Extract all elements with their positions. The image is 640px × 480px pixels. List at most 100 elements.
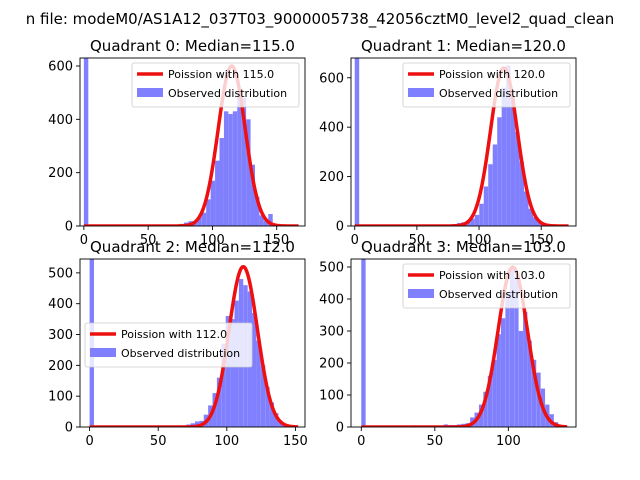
quadrant-1-y-tick-label: 400 — [319, 121, 344, 136]
quadrant-0-axes-frame — [79, 57, 306, 227]
charts-group: 0 50 100 150 0 200 400 600 Quadrant 0: Median=11… — [48, 37, 577, 449]
quadrant-1-histogram-bar — [470, 218, 475, 226]
quadrant-1-histogram-bar — [501, 87, 507, 226]
quadrant-1-histogram-bar — [354, 58, 360, 226]
quadrant-3-histogram-bar — [523, 311, 528, 427]
quadrant-2-histogram-bar — [221, 343, 226, 427]
quadrant-0-x-tick-label: 50 — [140, 233, 157, 248]
quadrant-0-histogram-bar — [228, 114, 233, 226]
quadrant-3-histogram-bar — [531, 359, 537, 427]
quadrant-3-histogram-bar — [536, 372, 541, 427]
quadrant-2-histogram-bar — [273, 413, 279, 427]
quadrant-1-y-tick-label: 0 — [336, 220, 344, 235]
quadrant-0-plot-area — [82, 58, 300, 226]
quadrant-3-legend-label-poisson: Poission with 103.0 — [439, 269, 545, 282]
quadrant-3-legend-bar-swatch — [408, 289, 434, 298]
quadrant-3-histogram-bar — [527, 340, 532, 427]
quadrant-1-histogram-bar — [483, 186, 489, 226]
quadrant-0-histogram-bar — [246, 119, 251, 226]
quadrant-0-histogram-bar — [237, 90, 242, 226]
quadrant-1-plot-area — [353, 58, 570, 226]
quadrant-3-histogram-bar — [514, 276, 519, 427]
quadrant-3-y-tick-label: 100 — [319, 389, 344, 404]
quadrant-1-x-tick-label: 100 — [467, 233, 492, 248]
quadrant-3-plot-area — [360, 259, 569, 427]
quadrant-3-chart: 0 50 100 0 100 200 300 400 500 Quadrant 3: Median… — [319, 238, 577, 449]
quadrant-1-x-tick-label: 0 — [351, 233, 359, 248]
quadrant-1-histogram-bar — [506, 65, 511, 226]
quadrant-2-x-tick-label: 50 — [150, 434, 167, 449]
quadrant-1-histogram-bar — [528, 208, 533, 226]
quadrant-2-histogram-bar — [216, 377, 222, 427]
quadrant-0-histogram-bar — [223, 111, 229, 226]
quadrant-2-x-tick-label: 0 — [85, 434, 93, 449]
quadrant-0-x-tick-label: 0 — [80, 233, 88, 248]
quadrant-3-histogram-bar — [496, 334, 501, 427]
quadrant-3-histogram-bar — [361, 259, 366, 427]
quadrant-0-title: Quadrant 0: Median=115.0 — [90, 37, 295, 55]
quadrant-3-y-tick-label: 0 — [336, 421, 344, 436]
quadrant-3-y-tick-label: 300 — [319, 325, 344, 340]
quadrant-1-histogram-bar — [532, 217, 538, 226]
quadrant-2-axes-frame — [79, 258, 306, 428]
quadrant-3-x-tick-label: 100 — [496, 434, 521, 449]
quadrant-1-legend-label-observed: Observed distribution — [439, 87, 558, 100]
quadrant-1-histogram-bar — [488, 164, 493, 226]
quadrant-3-histogram-bar — [487, 375, 493, 427]
quadrant-3-axes-frame — [350, 258, 577, 428]
quadrant-0-x-tick-label: 100 — [200, 233, 225, 248]
quadrant-2-histogram-bar — [256, 340, 261, 427]
quadrant-2-x-tick-label: 100 — [214, 434, 239, 449]
quadrant-1-y-tick-label: 200 — [319, 170, 344, 185]
quadrant-2-histogram-bar — [265, 386, 270, 427]
quadrant-3-histogram-bar — [509, 267, 515, 427]
quadrant-2-y-tick-label: 400 — [48, 297, 73, 312]
quadrant-1-x-tick-label: 50 — [409, 233, 426, 248]
quadrant-0-legend-bar-swatch — [137, 88, 163, 97]
quadrant-2-y-tick-label: 300 — [48, 328, 73, 343]
quadrant-3-histogram-bar — [483, 391, 488, 427]
quadrant-2-title: Quadrant 2: Median=112.0 — [90, 238, 295, 256]
quadrant-2-histogram-bar — [230, 319, 235, 427]
quadrant-1-legend-bar-swatch — [408, 88, 434, 97]
quadrant-0-histogram-bar — [83, 58, 89, 226]
quadrant-3-legend-box — [402, 263, 571, 309]
quadrant-2-histogram-bar — [194, 421, 200, 427]
quadrant-3-title: Quadrant 3: Median=103.0 — [361, 238, 566, 256]
quadrant-1-title: Quadrant 1: Median=120.0 — [361, 37, 566, 55]
quadrant-3-y-tick-label: 500 — [319, 261, 344, 276]
quadrant-2-x-tick-label: 150 — [283, 434, 308, 449]
quadrant-0-legend-box — [131, 62, 300, 108]
quadrant-0-x-tick-label: 150 — [264, 233, 289, 248]
quadrant-1-histogram-bar — [474, 214, 480, 226]
quadrant-2-legend-bar-swatch — [90, 348, 116, 357]
quadrant-2-histogram-bar — [225, 316, 231, 427]
quadrant-0-histogram-bar — [219, 138, 224, 226]
quadrant-2-legend-box — [84, 322, 253, 368]
quadrant-1-legend-box — [402, 62, 571, 108]
quadrant-3-legend: Poission with 103.0 Observed distribution — [402, 263, 571, 309]
quadrant-1-y-tick-label: 600 — [319, 71, 344, 86]
quadrant-1-histogram-bar — [497, 117, 502, 226]
quadrant-2-histogram-bar — [260, 365, 266, 427]
quadrant-0-y-tick-label: 600 — [48, 60, 73, 75]
quadrant-0-histogram-bar — [206, 199, 211, 226]
quadrant-3-histogram-bar — [478, 404, 484, 427]
quadrant-1-x-tick-label: 150 — [529, 233, 554, 248]
quadrant-0-legend: Poission with 115.0 Observed distribution — [131, 62, 300, 108]
quadrant-0-histogram-bar — [259, 215, 264, 226]
quadrant-2-chart: 0 50 100 150 0 100 200 300 400 500 Quadrant 2: Med… — [48, 238, 308, 449]
quadrant-2-y-tick-label: 100 — [48, 390, 73, 405]
quadrant-0-legend-label-poisson: Poission with 115.0 — [168, 68, 274, 81]
quadrant-3-x-tick-label: 0 — [357, 434, 365, 449]
quadrant-1-legend-label-poisson: Poission with 120.0 — [439, 68, 545, 81]
quadrant-2-y-tick-label: 0 — [65, 421, 73, 436]
quadrant-1-axes-frame — [350, 57, 577, 227]
quadrant-1-chart: 0 50 100 150 0 200 400 600 Quadrant 1: Median=12… — [319, 37, 577, 248]
quadrant-1-histogram-bar — [519, 161, 525, 226]
quadrant-0-histogram-bar — [263, 220, 269, 226]
quadrant-3-histogram-bar — [501, 318, 506, 427]
quadrant-3-legend-label-observed: Observed distribution — [439, 288, 558, 301]
quadrant-0-histogram-bar — [215, 160, 220, 226]
quadrant-0-histogram-bar — [232, 111, 238, 226]
